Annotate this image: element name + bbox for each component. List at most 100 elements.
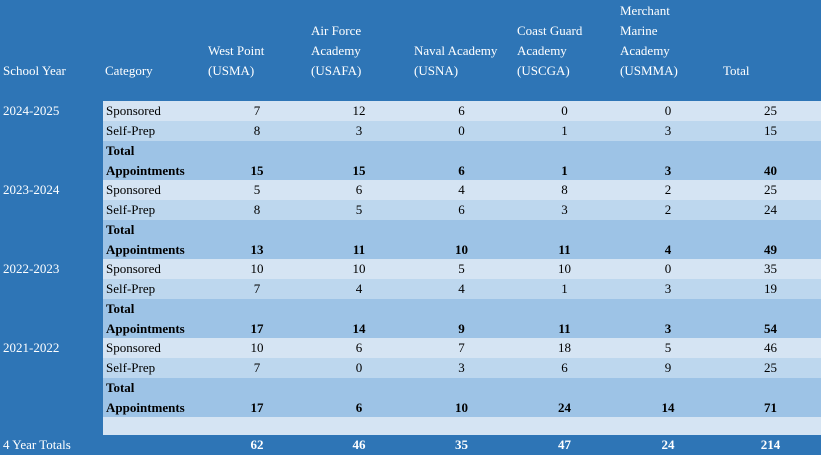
table-row: Self-Prep 7 0 3 6 9 25 xyxy=(103,358,821,378)
total-cell: 3 xyxy=(664,321,672,336)
total-cell: 4 xyxy=(664,242,672,257)
header-usmma: Merchant Marine Academy (USMMA) xyxy=(620,1,678,81)
value-cell: 4 xyxy=(355,281,363,296)
value-cell: 46 xyxy=(764,340,777,355)
total-category-cell: Total Appointments xyxy=(103,299,206,339)
value-cell: 10 xyxy=(250,340,264,355)
total-cell: 3 xyxy=(664,163,672,178)
total-cell: 54 xyxy=(764,321,777,336)
total-label-line2: Appointments xyxy=(106,163,185,178)
header-usna: Naval Academy (USNA) xyxy=(414,41,497,81)
value-cell: 0 xyxy=(664,261,672,276)
total-cell: 6 xyxy=(458,163,465,178)
table-row: Sponsored 10 6 7 18 5 46 xyxy=(103,338,821,358)
blank-row xyxy=(103,417,821,435)
year-label: 2024-2025 xyxy=(3,103,60,118)
total-category-cell: Total Appointments xyxy=(103,220,206,260)
value-cell: 4 xyxy=(458,281,465,296)
value-cell: 6 xyxy=(458,103,465,118)
value-cell: 9 xyxy=(664,360,672,375)
total-row: Total Appointments 17 14 9 11 3 54 xyxy=(103,299,821,339)
value-cell: 7 xyxy=(253,103,261,118)
header-total: Total xyxy=(723,63,750,78)
total-label-line1: Total xyxy=(106,380,135,395)
header-usma-line2: (USMA) xyxy=(208,63,255,78)
value-cell: 8 xyxy=(253,202,261,217)
value-cell: 3 xyxy=(458,360,465,375)
category-cell: Self-Prep xyxy=(106,202,156,217)
value-cell: 25 xyxy=(764,182,777,197)
header-uscga: Coast Guard Academy (USCGA) xyxy=(517,21,582,81)
value-cell: 10 xyxy=(250,261,264,276)
total-label-line2: Appointments xyxy=(106,242,185,257)
total-cell: 1 xyxy=(561,163,568,178)
value-cell: 6 xyxy=(355,182,363,197)
total-label-line2: Appointments xyxy=(106,321,185,336)
value-cell: 0 xyxy=(355,360,363,375)
year-label: 2023-2024 xyxy=(3,182,60,197)
value-cell: 8 xyxy=(561,182,568,197)
total-cell: 10 xyxy=(455,242,468,257)
value-cell: 3 xyxy=(355,123,363,138)
header-uscga-line1: Coast Guard xyxy=(517,23,583,38)
year-label: 2022-2023 xyxy=(3,261,60,276)
value-cell: 3 xyxy=(561,202,568,217)
total-cell: 11 xyxy=(352,242,366,257)
header-usafa: Air Force Academy (USAFA) xyxy=(311,21,361,81)
value-cell: 2 xyxy=(664,182,672,197)
value-cell: 15 xyxy=(764,123,777,138)
total-cell: 10 xyxy=(455,400,468,415)
category-cell: Sponsored xyxy=(106,182,161,197)
value-cell: 5 xyxy=(664,340,672,355)
value-cell: 1 xyxy=(561,123,568,138)
total-cell: 17 xyxy=(250,321,264,336)
header-school-year: School Year xyxy=(3,63,66,78)
header-usma: West Point (USMA) xyxy=(208,41,264,81)
value-cell: 7 xyxy=(458,340,465,355)
value-cell: 3 xyxy=(664,281,672,296)
value-cell: 18 xyxy=(558,340,571,355)
total-cell: 14 xyxy=(352,321,366,336)
four-year-total-cell: 214 xyxy=(760,437,781,452)
year-label: 2021-2022 xyxy=(3,340,60,355)
header-usmma-line4: (USMMA) xyxy=(620,63,678,78)
value-cell: 8 xyxy=(253,123,261,138)
total-cell: 6 xyxy=(355,400,363,415)
total-cell: 11 xyxy=(558,242,571,257)
table-row: Self-Prep 7 4 4 1 3 19 xyxy=(103,279,821,299)
total-cell: 11 xyxy=(558,321,571,336)
total-cell: 14 xyxy=(661,400,675,415)
total-cell: 17 xyxy=(250,400,264,415)
value-cell: 5 xyxy=(253,182,261,197)
category-cell: Sponsored xyxy=(106,103,161,118)
header-uscga-line2: Academy xyxy=(517,43,567,58)
category-cell: Self-Prep xyxy=(106,360,156,375)
total-cell: 24 xyxy=(558,400,571,415)
total-label-line1: Total xyxy=(106,222,135,237)
value-cell: 4 xyxy=(458,182,465,197)
value-cell: 35 xyxy=(764,261,777,276)
four-year-total-cell: 46 xyxy=(352,437,366,452)
value-cell: 10 xyxy=(352,261,366,276)
value-cell: 25 xyxy=(764,360,777,375)
value-cell: 0 xyxy=(664,103,672,118)
value-cell: 5 xyxy=(458,261,465,276)
header-usmma-line3: Academy xyxy=(620,43,670,58)
total-label-line1: Total xyxy=(106,301,135,316)
four-year-totals-label: 4 Year Totals xyxy=(3,437,71,452)
header-usna-line1: Naval Academy xyxy=(414,43,498,58)
total-cell: 49 xyxy=(764,242,777,257)
value-cell: 1 xyxy=(561,281,568,296)
value-cell: 10 xyxy=(558,261,571,276)
header-usafa-line2: Academy xyxy=(311,43,361,58)
total-cell: 13 xyxy=(250,242,264,257)
total-cell: 15 xyxy=(250,163,264,178)
four-year-total-cell: 35 xyxy=(455,437,468,452)
table-row: Self-Prep 8 3 0 1 3 15 xyxy=(103,121,821,141)
value-cell: 6 xyxy=(561,360,568,375)
header-usmma-line1: Merchant xyxy=(620,3,670,18)
four-year-totals-row: 4 Year Totals 62 46 35 47 24 214 xyxy=(0,435,821,455)
table-row: Self-Prep 8 5 6 3 2 24 xyxy=(103,200,821,220)
four-year-total-cell: 62 xyxy=(250,437,264,452)
header-usafa-line1: Air Force xyxy=(311,23,362,38)
